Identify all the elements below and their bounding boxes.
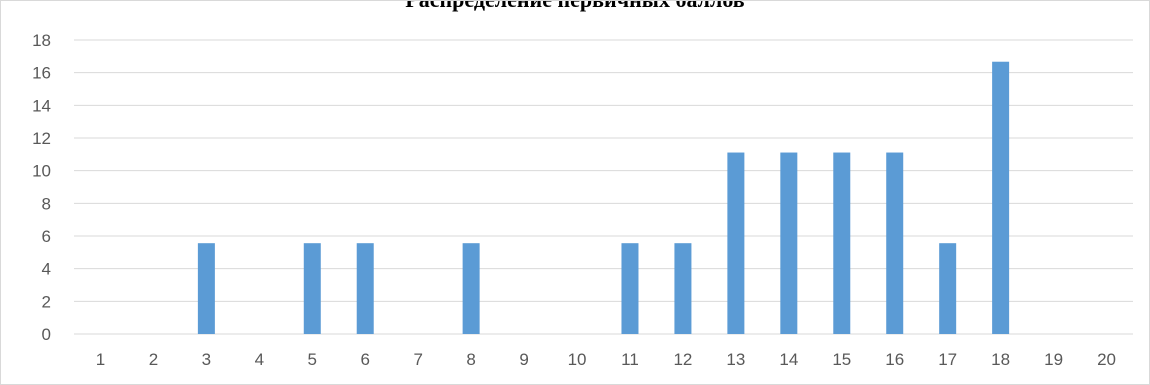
x-tick-label: 8	[466, 350, 475, 369]
y-axis-ticks: 0 2 4 6 8 10 12 14 16 18	[32, 31, 51, 344]
x-tick-label: 17	[938, 350, 957, 369]
x-tick-label: 13	[726, 350, 745, 369]
x-tick-label: 1	[96, 350, 105, 369]
y-tick-label: 18	[32, 31, 51, 50]
bar-11	[621, 243, 639, 334]
x-tick-label: 14	[779, 350, 798, 369]
x-tick-label: 7	[413, 350, 422, 369]
bar-5	[303, 243, 321, 334]
x-tick-label: 9	[519, 350, 528, 369]
x-tick-label: 12	[673, 350, 692, 369]
y-tick-label: 4	[42, 260, 51, 279]
bar-16	[886, 152, 904, 334]
x-tick-label: 11	[621, 350, 639, 369]
x-tick-label: 6	[360, 350, 369, 369]
y-tick-label: 8	[42, 194, 51, 213]
x-axis-ticks: 1 2 3 4 5 6 7 8 9 10 11 12 13 14 15 16 17 18 19 20	[96, 350, 1116, 369]
chart-title: Распределение первичных баллов	[405, 1, 745, 12]
bar-12	[674, 243, 692, 334]
bar-13	[727, 152, 745, 334]
bar-3	[197, 243, 215, 334]
y-tick-label: 6	[42, 227, 51, 246]
y-tick-label: 16	[32, 64, 51, 83]
x-tick-label: 20	[1097, 350, 1116, 369]
x-tick-label: 4	[255, 350, 264, 369]
gridlines	[74, 39, 1133, 335]
y-tick-label: 12	[32, 129, 51, 148]
x-tick-label: 5	[308, 350, 317, 369]
bar-18	[992, 61, 1010, 335]
x-tick-label: 3	[202, 350, 211, 369]
x-tick-label: 19	[1044, 350, 1063, 369]
y-tick-label: 14	[32, 96, 51, 115]
bar-8	[462, 243, 480, 334]
x-tick-label: 2	[149, 350, 158, 369]
x-tick-label: 10	[568, 350, 587, 369]
bar-14	[780, 152, 798, 334]
bars	[197, 61, 1010, 335]
y-tick-label: 0	[42, 325, 51, 344]
x-tick-label: 15	[832, 350, 851, 369]
bar-6	[356, 243, 374, 334]
bar-17	[939, 243, 957, 334]
y-tick-label: 10	[32, 162, 51, 181]
bar-15	[833, 152, 851, 334]
x-tick-label: 18	[991, 350, 1010, 369]
x-tick-label: 16	[885, 350, 904, 369]
y-tick-label: 2	[42, 292, 51, 311]
